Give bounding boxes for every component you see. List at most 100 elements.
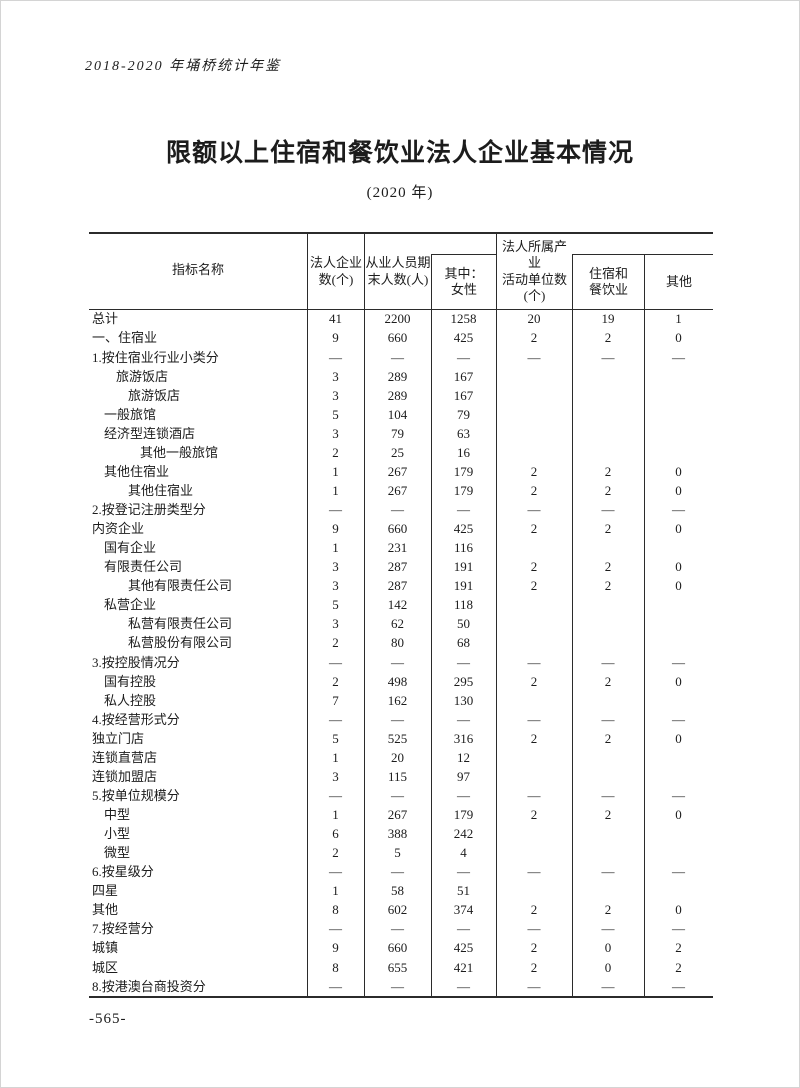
- indicator-cell: 3.按控股情况分: [92, 654, 180, 670]
- table-row: 四星 1 58 51: [89, 882, 713, 901]
- indicator-cell: 连锁直营店: [92, 749, 158, 765]
- column-divider: [644, 254, 645, 996]
- indicator-cell: 2.按登记注册类型分: [92, 502, 206, 518]
- subheader-rule-industry: [572, 254, 713, 255]
- table-top-rule: [89, 232, 713, 234]
- value-cell: 525: [387, 730, 408, 746]
- table-row: 独立门店 5 525 316 2 2 0: [89, 729, 713, 748]
- value-cell: —: [601, 864, 615, 880]
- page-number: -565-: [89, 1011, 127, 1027]
- table-row: 旅游饭店 3 289 167: [89, 367, 713, 386]
- header-other: 其他: [665, 273, 692, 289]
- value-cell: 0: [675, 463, 682, 479]
- value-cell: —: [329, 711, 342, 727]
- value-cell: 3: [332, 425, 339, 441]
- table-row: 连锁加盟店 3 115 97: [89, 768, 713, 787]
- value-cell: 660: [387, 330, 408, 346]
- table-row: 总计 41 2200 1258 20 19 1: [89, 310, 713, 329]
- table-row: 私营股份有限公司 2 80 68: [89, 634, 713, 653]
- value-cell: 289: [387, 387, 408, 403]
- value-cell: 25: [391, 444, 404, 460]
- indicator-cell: 5.按单位规模分: [92, 787, 180, 803]
- value-cell: 115: [387, 768, 408, 784]
- value-cell: —: [457, 921, 470, 937]
- table-row: 4.按经营形式分 — — — — — —: [89, 710, 713, 729]
- value-cell: 162: [387, 692, 408, 708]
- indicator-cell: 中型: [104, 807, 131, 823]
- table-row: 小型 6 388 242: [89, 825, 713, 844]
- value-cell: 2: [530, 807, 538, 823]
- value-cell: —: [672, 349, 685, 365]
- indicator-cell: 旅游饭店: [128, 387, 181, 403]
- table-row: 旅游饭店 3 289 167: [89, 386, 713, 405]
- value-cell: 8: [332, 902, 339, 918]
- value-cell: 104: [387, 406, 408, 422]
- value-cell: —: [601, 921, 615, 937]
- value-cell: —: [329, 654, 342, 670]
- value-cell: —: [527, 349, 541, 365]
- column-divider: [572, 254, 573, 996]
- value-cell: 3: [332, 768, 339, 784]
- value-cell: 388: [387, 826, 408, 842]
- indicator-cell: 国有控股: [104, 673, 157, 689]
- value-cell: 660: [387, 940, 408, 956]
- value-cell: 2: [604, 807, 612, 823]
- value-cell: —: [391, 654, 404, 670]
- value-cell: 2: [530, 730, 538, 746]
- table-row: 8.按港澳台商投资分 — — — — — —: [89, 977, 713, 996]
- value-cell: 79: [457, 406, 470, 422]
- value-cell: 130: [453, 692, 474, 708]
- value-cell: 2: [604, 330, 612, 346]
- page-subtitle: (2020 年): [366, 185, 434, 201]
- value-cell: 2: [530, 578, 538, 594]
- header-employees: 从业人员期 末人数(人): [365, 255, 431, 287]
- table-row: 其他有限责任公司 3 287 191 2 2 0: [89, 577, 713, 596]
- value-cell: —: [527, 921, 541, 937]
- value-cell: 2: [332, 444, 339, 460]
- value-cell: 118: [453, 597, 474, 613]
- table-row: 5.按单位规模分 — — — — — —: [89, 787, 713, 806]
- value-cell: —: [457, 787, 470, 803]
- statistics-table: 指标名称 法人企业 数(个) 从业人员期 末人数(人) 其中： 女性 法人所属产…: [89, 232, 713, 998]
- value-cell: 2: [332, 673, 339, 689]
- indicator-cell: 其他住宿业: [128, 482, 194, 498]
- indicator-cell: 8.按港澳台商投资分: [92, 978, 206, 994]
- indicator-cell: 6.按星级分: [92, 864, 154, 880]
- value-cell: 63: [457, 425, 470, 441]
- value-cell: —: [527, 978, 541, 994]
- value-cell: 97: [457, 768, 470, 784]
- value-cell: 179: [453, 463, 474, 479]
- value-cell: 2: [604, 521, 612, 537]
- value-cell: 5: [394, 845, 401, 861]
- value-cell: 425: [453, 521, 474, 537]
- value-cell: 2: [604, 578, 612, 594]
- indicator-cell: 经济型连锁酒店: [104, 425, 196, 441]
- column-divider: [307, 232, 308, 996]
- value-cell: 421: [453, 959, 474, 975]
- value-cell: —: [601, 349, 615, 365]
- value-cell: —: [391, 787, 404, 803]
- value-cell: 116: [453, 540, 474, 556]
- value-cell: —: [457, 711, 470, 727]
- value-cell: 1: [332, 482, 339, 498]
- value-cell: 0: [675, 673, 682, 689]
- value-cell: —: [391, 978, 404, 994]
- value-cell: 1: [332, 807, 339, 823]
- table-row: 微型 2 5 4: [89, 844, 713, 863]
- value-cell: —: [391, 349, 404, 365]
- value-cell: 9: [332, 521, 339, 537]
- value-cell: 51: [457, 883, 470, 899]
- indicator-cell: 城镇: [92, 940, 119, 956]
- table-row: 7.按经营分 — — — — — —: [89, 920, 713, 939]
- value-cell: —: [391, 921, 404, 937]
- value-cell: 289: [387, 368, 408, 384]
- value-cell: 295: [453, 673, 474, 689]
- value-cell: 660: [387, 521, 408, 537]
- value-cell: —: [391, 864, 404, 880]
- indicator-cell: 总计: [92, 311, 119, 327]
- value-cell: 179: [453, 807, 474, 823]
- value-cell: —: [329, 864, 342, 880]
- value-cell: 0: [675, 482, 682, 498]
- value-cell: 142: [387, 597, 408, 613]
- value-cell: 602: [387, 902, 408, 918]
